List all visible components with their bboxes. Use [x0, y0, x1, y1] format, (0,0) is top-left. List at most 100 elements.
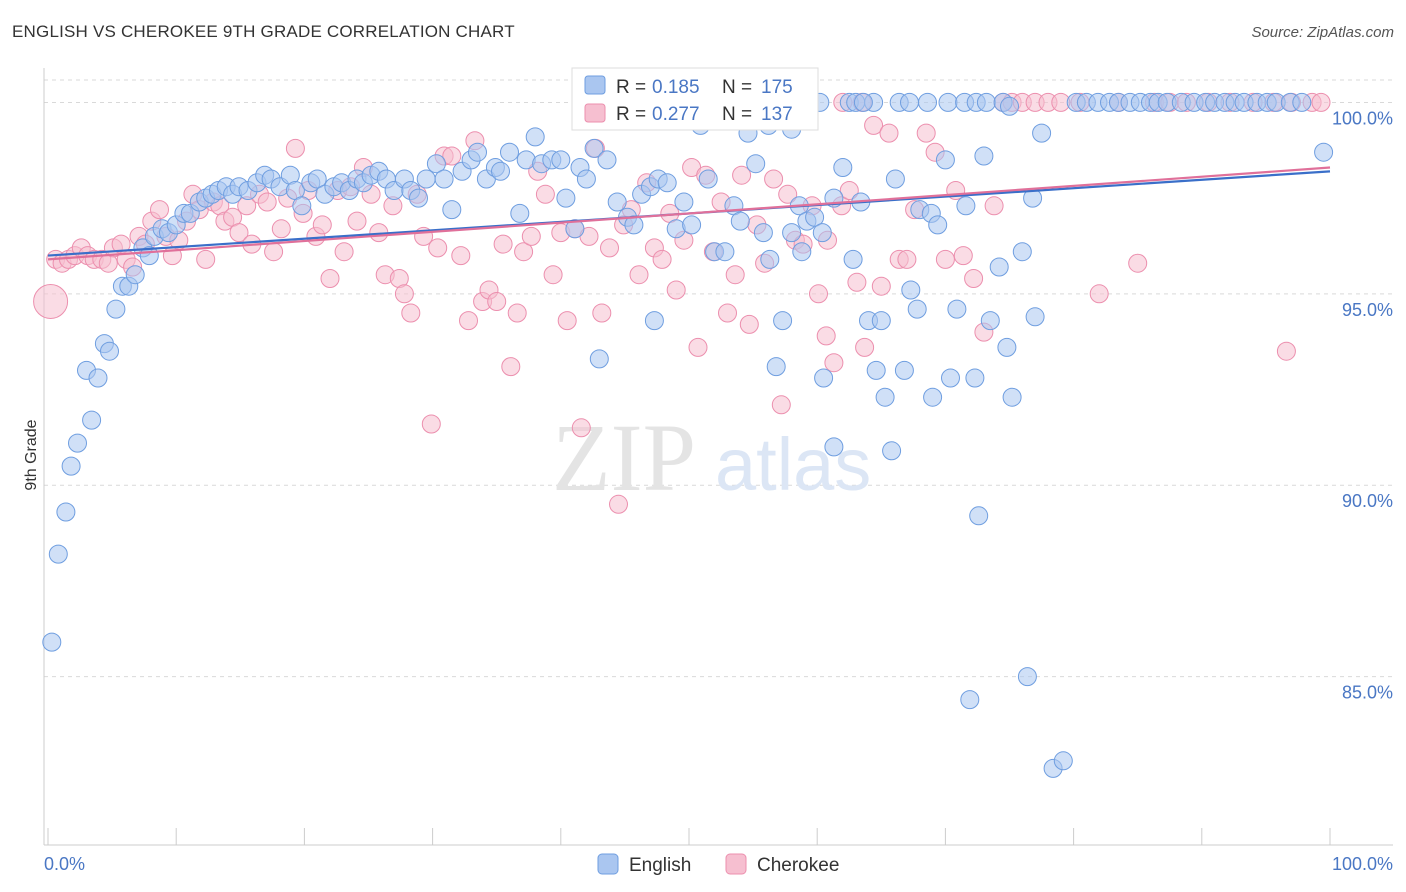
cherokee-point	[264, 242, 284, 262]
y-tick-label-2: 95.0%	[1342, 300, 1393, 320]
english-point	[1000, 96, 1019, 116]
stats-legend: R = 0.185 N = 175 R = 0.277 N = 137	[571, 67, 819, 131]
cherokee-point	[507, 303, 527, 323]
cherokee-point	[312, 215, 332, 235]
cherokee-n-value: 137	[761, 104, 793, 125]
english-point	[773, 311, 793, 331]
english-point	[969, 506, 989, 526]
english-point	[882, 441, 902, 461]
english-point	[885, 169, 905, 189]
cherokee-point	[1089, 284, 1109, 304]
watermark-atlas: atlas	[715, 423, 871, 506]
english-point	[766, 357, 786, 377]
english-point	[1053, 751, 1073, 771]
english-point	[551, 150, 571, 170]
english-point	[100, 341, 119, 361]
cherokee-point	[666, 280, 686, 300]
english-point	[812, 223, 832, 243]
english-point	[644, 311, 664, 331]
cherokee-point	[442, 146, 462, 166]
x-tick-label-1: 100.0%	[1332, 854, 1393, 874]
tick-label-layer: 85.0% 90.0% 95.0% 100.0% 0.0% 100.0%	[44, 108, 1393, 874]
cherokee-trend-line	[47, 166, 1331, 261]
cherokee-point	[652, 249, 672, 269]
english-point	[833, 158, 853, 177]
watermark: ZIP atlas	[552, 404, 871, 511]
legend-cherokee-swatch	[725, 853, 747, 875]
cherokee-point	[871, 276, 891, 296]
cherokee-point	[487, 292, 507, 311]
legend-english-label: English	[629, 855, 691, 876]
english-r-label: R =	[616, 77, 646, 98]
cherokee-point	[421, 414, 441, 434]
stats-legend-box	[571, 67, 819, 131]
watermark-zip: ZIP	[552, 404, 696, 511]
cherokee-point	[953, 246, 973, 266]
english-point	[814, 368, 834, 388]
cherokee-point	[451, 246, 471, 266]
cherokee-point	[935, 249, 955, 269]
english-point	[853, 92, 873, 112]
english-point	[597, 150, 617, 170]
english-point	[753, 223, 773, 243]
stats-legend-english-swatch	[584, 75, 606, 95]
y-tick-label-3: 100.0%	[1332, 108, 1393, 128]
cherokee-point	[271, 219, 291, 239]
english-point	[760, 249, 780, 269]
english-point	[928, 215, 948, 235]
english-point	[491, 161, 510, 181]
english-point	[974, 146, 994, 166]
english-point	[468, 142, 487, 162]
english-point	[510, 203, 530, 223]
english-point	[980, 311, 1000, 331]
cherokee-point	[257, 192, 277, 212]
source-label: Source: ZipAtlas.com	[1251, 24, 1394, 41]
cherokee-point	[543, 265, 563, 285]
english-point	[918, 92, 937, 112]
english-point	[565, 219, 585, 239]
english-point	[307, 169, 327, 189]
cherokee-point	[809, 284, 828, 304]
cherokee-point	[557, 311, 577, 331]
english-point	[42, 632, 62, 652]
english-point	[674, 192, 694, 212]
english-point	[792, 242, 812, 262]
english-point	[875, 387, 895, 407]
cherokee-point	[771, 395, 791, 415]
english-point	[900, 92, 919, 112]
x-tick-label-0: 0.0%	[44, 854, 85, 874]
english-point	[125, 265, 145, 285]
cherokee-point	[718, 303, 737, 323]
english-point	[935, 150, 955, 170]
english-point	[782, 223, 802, 243]
english-point	[730, 211, 750, 231]
cherokee-point	[864, 115, 884, 135]
cherokee-point	[764, 169, 784, 189]
cherokee-point	[150, 200, 169, 220]
cherokee-point	[964, 269, 984, 288]
english-point	[442, 200, 462, 220]
cherokee-point	[229, 223, 249, 243]
english-point	[947, 299, 967, 319]
cherokee-point	[514, 242, 534, 262]
cherokee-point	[984, 196, 1004, 216]
cherokee-point	[778, 184, 798, 204]
y-tick-label-0: 85.0%	[1342, 683, 1393, 703]
cherokee-point	[1128, 253, 1148, 273]
english-point	[56, 502, 76, 522]
cherokee-point	[501, 357, 521, 377]
axis-layer	[43, 68, 1393, 846]
english-point	[682, 215, 702, 235]
english-point	[1017, 667, 1037, 687]
english-point	[907, 299, 927, 319]
cherokee-point	[916, 123, 936, 143]
cherokee-point	[428, 238, 448, 258]
english-point	[894, 360, 914, 380]
english-point	[965, 368, 985, 388]
english-point	[607, 192, 627, 212]
english-point	[88, 368, 108, 388]
legend-english-swatch	[597, 853, 619, 875]
cherokee-point	[732, 165, 752, 185]
english-point	[866, 360, 886, 380]
